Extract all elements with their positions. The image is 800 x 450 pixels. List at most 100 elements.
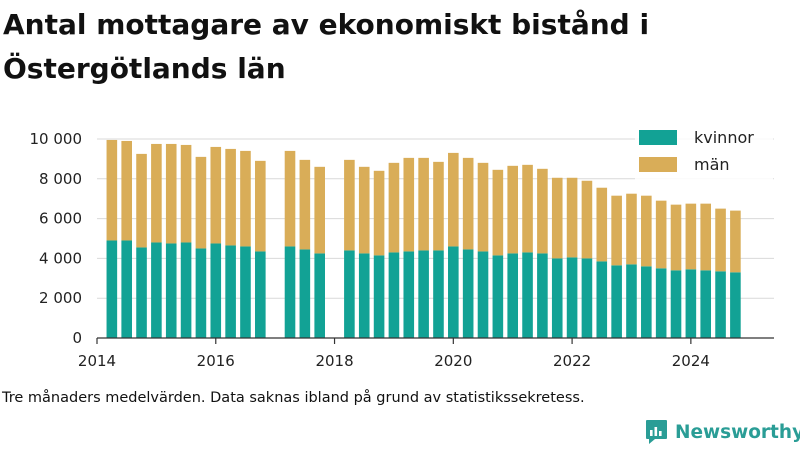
bar-kvinnor xyxy=(195,248,207,338)
legend-swatch xyxy=(639,157,677,172)
bar-kvinnor xyxy=(373,255,385,338)
legend-label: kvinnor xyxy=(694,128,754,147)
bar-man xyxy=(611,195,622,266)
bar-kvinnor xyxy=(210,243,222,338)
bar-man xyxy=(165,143,177,244)
bar-man xyxy=(151,143,162,243)
x-tick-label: 2014 xyxy=(78,352,116,370)
bar-kvinnor xyxy=(715,271,726,338)
stacked-bar-chart: 0 2 000 4 000 6 000 8 000 10 000 2014 2016 2018… xyxy=(29,124,774,370)
brand-logo: Newsworthy xyxy=(645,418,800,446)
newsworthy-logo-icon xyxy=(646,420,667,444)
brand-name: Newsworthy xyxy=(675,421,800,443)
bar-kvinnor xyxy=(165,243,177,338)
bar-man xyxy=(418,157,429,251)
bar-man xyxy=(373,170,385,256)
bar-man xyxy=(106,139,118,241)
bar-man xyxy=(730,210,741,273)
bar-man xyxy=(581,180,593,259)
y-tick-label: 4 000 xyxy=(39,249,82,267)
bar-kvinnor xyxy=(121,240,132,338)
bar-kvinnor xyxy=(180,242,192,338)
bar-kvinnor xyxy=(685,269,697,338)
bar-kvinnor xyxy=(611,265,622,338)
bar-kvinnor xyxy=(492,255,504,338)
legend: kvinnor män xyxy=(635,124,773,180)
bar-kvinnor xyxy=(507,253,519,338)
x-tick-label: 2020 xyxy=(434,352,472,370)
bar-man xyxy=(240,150,251,247)
bar-man xyxy=(641,195,652,267)
bar-kvinnor xyxy=(477,251,489,338)
bar-man xyxy=(551,177,563,259)
bar-man xyxy=(299,159,311,250)
bar-man xyxy=(715,208,726,272)
bar-man xyxy=(255,160,266,252)
bar-man xyxy=(537,168,548,254)
bar-man xyxy=(136,153,147,248)
y-tick-label: 8 000 xyxy=(39,170,82,188)
bar-kvinnor xyxy=(462,249,474,338)
bar-man xyxy=(566,177,578,258)
bar-kvinnor xyxy=(240,246,251,338)
bar-kvinnor xyxy=(358,253,370,338)
bar-kvinnor xyxy=(730,272,741,338)
bar-kvinnor xyxy=(136,247,147,338)
bar-kvinnor xyxy=(284,246,296,338)
bar-kvinnor xyxy=(655,268,667,338)
bar-kvinnor xyxy=(106,240,118,338)
bar-kvinnor xyxy=(255,251,266,338)
x-tick-label: 2018 xyxy=(315,352,353,370)
bar-man xyxy=(403,157,415,252)
bar-man xyxy=(507,165,519,254)
bars xyxy=(106,139,741,338)
bar-man xyxy=(225,148,236,246)
bar-man xyxy=(210,146,222,244)
bar-kvinnor xyxy=(700,270,712,338)
bar-man xyxy=(700,203,712,271)
bar-kvinnor xyxy=(433,250,444,338)
bar-kvinnor xyxy=(314,253,325,338)
x-tick-label: 2022 xyxy=(553,352,591,370)
bar-man xyxy=(596,187,608,262)
bar-kvinnor xyxy=(596,261,608,338)
bar-kvinnor xyxy=(537,253,548,338)
y-tick-label: 10 000 xyxy=(30,130,83,148)
bar-man xyxy=(655,200,667,269)
bar-kvinnor xyxy=(388,252,400,338)
bar-man xyxy=(626,193,637,265)
bar-man xyxy=(670,204,682,271)
bar-kvinnor xyxy=(522,252,533,338)
bar-kvinnor xyxy=(225,245,236,338)
bar-kvinnor xyxy=(448,246,459,338)
x-axis-ticks: 2014 2016 2018 2020 2022 2024 xyxy=(78,338,710,370)
bar-kvinnor xyxy=(626,264,637,338)
bar-man xyxy=(448,152,459,247)
y-tick-label: 6 000 xyxy=(39,210,82,228)
bar-man xyxy=(284,150,296,247)
bar-kvinnor xyxy=(344,250,355,338)
bar-man xyxy=(314,166,325,254)
bar-kvinnor xyxy=(299,249,311,338)
x-tick-label: 2024 xyxy=(672,352,710,370)
bar-man xyxy=(492,169,504,256)
bar-kvinnor xyxy=(581,258,593,338)
bar-kvinnor xyxy=(670,270,682,338)
y-tick-label: 0 xyxy=(72,329,82,347)
bar-man xyxy=(344,159,355,251)
legend-swatch xyxy=(639,130,677,145)
y-axis-ticks: 0 2 000 4 000 6 000 8 000 10 000 xyxy=(30,130,83,347)
bar-kvinnor xyxy=(151,242,162,338)
bar-man xyxy=(477,162,489,252)
bar-man xyxy=(121,140,132,241)
footnote: Tre månaders medelvärden. Data saknas ib… xyxy=(2,390,585,406)
bar-man xyxy=(522,164,533,253)
x-tick-label: 2016 xyxy=(197,352,235,370)
bar-kvinnor xyxy=(641,266,652,338)
bar-kvinnor xyxy=(566,257,578,338)
bar-man xyxy=(358,166,370,254)
bar-kvinnor xyxy=(551,258,563,338)
bar-man xyxy=(388,162,400,253)
legend-label: män xyxy=(694,155,730,174)
bar-man xyxy=(195,156,207,249)
